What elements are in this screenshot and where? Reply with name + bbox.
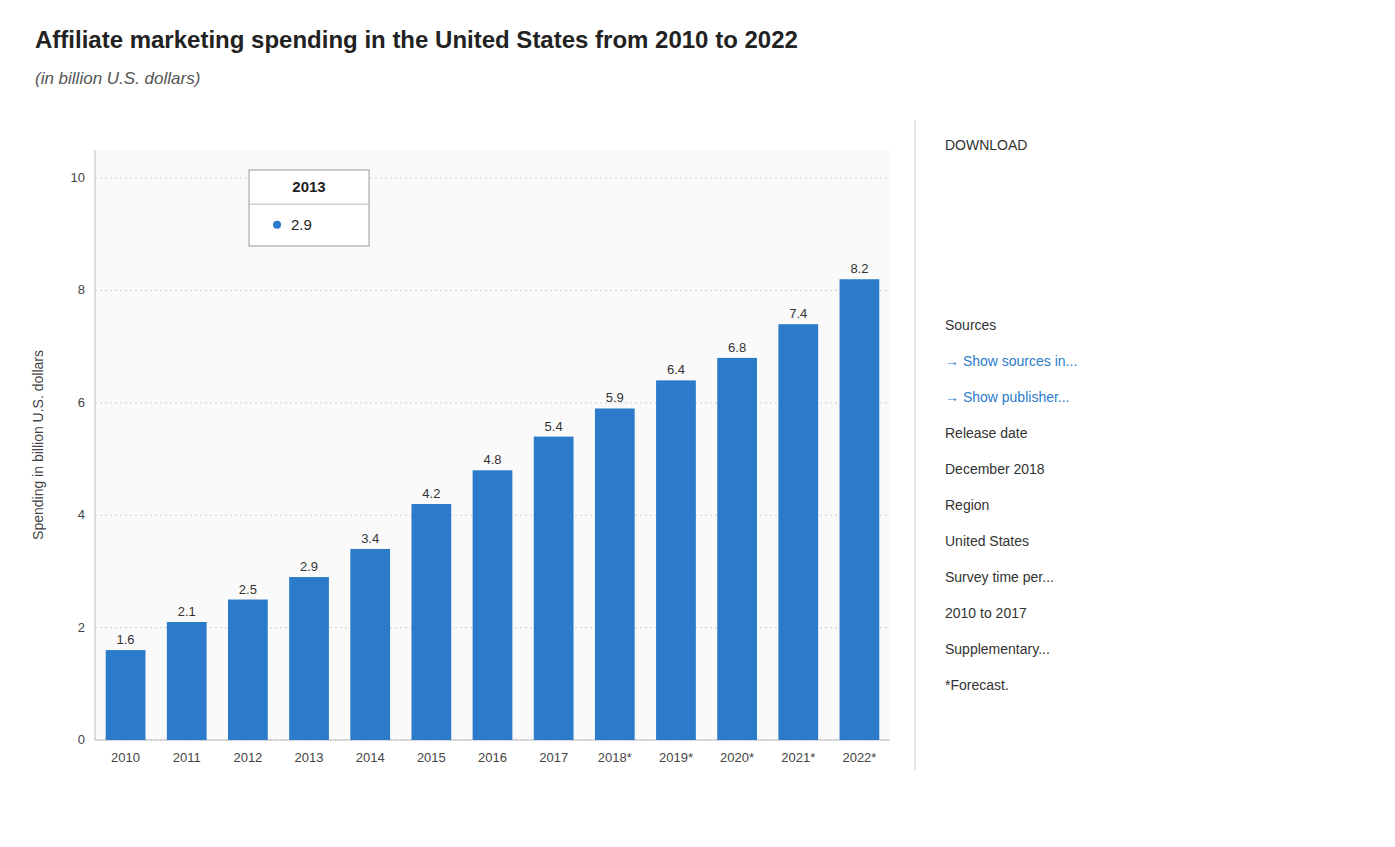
panel-text: Supplementary... (945, 641, 1050, 657)
panel-link: → Show publisher... (945, 389, 1070, 405)
x-tick-label: 2019* (659, 750, 693, 765)
data-label: 5.4 (545, 419, 563, 434)
tooltip-dot (273, 221, 281, 229)
bars (106, 279, 880, 740)
panel-text: Sources (945, 317, 996, 333)
data-label: 7.4 (789, 306, 807, 321)
panel-text: 2010 to 2017 (945, 605, 1027, 621)
bar (350, 549, 390, 740)
data-label: 2.1 (178, 604, 196, 619)
x-tick-label: 2021* (781, 750, 815, 765)
y-tick-label: 6 (78, 395, 85, 410)
chart: Affiliate marketing spending in the Unit… (0, 0, 1395, 847)
separator (915, 120, 916, 770)
panel-text: *Forecast. (945, 677, 1009, 693)
data-label: 2.5 (239, 582, 257, 597)
grid-line (95, 290, 890, 291)
bar (289, 577, 329, 740)
y-tick-label: 8 (78, 282, 85, 297)
x-tick-label: 2016 (478, 750, 507, 765)
x-tick-label: 2015 (417, 750, 446, 765)
tooltip-box (249, 170, 369, 246)
bar (167, 622, 207, 740)
bar (228, 600, 268, 740)
data-label: 6.8 (728, 340, 746, 355)
data-labels: 1.6 2.1 2.5 2.9 3.4 4.2 4.8 5.4 5.9 6.4 6.8 7.4 8.2 (117, 261, 869, 647)
x-tick-label: 2022* (842, 750, 876, 765)
plot-area (95, 150, 890, 740)
y-tick-label: 10 (71, 170, 85, 185)
bar (534, 437, 574, 740)
bar (840, 279, 880, 740)
x-tick-label: 2012 (233, 750, 262, 765)
panel-text: Release date (945, 425, 1028, 441)
data-label: 3.4 (361, 531, 379, 546)
y-tick-labels: 0 2 4 6 8 10 (71, 170, 85, 747)
grid-line (95, 402, 890, 403)
data-label: 2.9 (300, 559, 318, 574)
y-axis-label: Spending in billion U.S. dollars (30, 350, 46, 540)
panel-text: United States (945, 533, 1029, 549)
panel-link: → Show sources in... (945, 353, 1077, 369)
x-tick-label: 2014 (356, 750, 385, 765)
y-axis-line (95, 150, 96, 740)
bar (411, 504, 451, 740)
bar (778, 324, 818, 740)
title: Affiliate marketing spending in the Unit… (35, 26, 798, 53)
subtitle: (in billion U.S. dollars) (35, 69, 200, 88)
y-tick-label: 4 (78, 507, 85, 522)
y-tick-label: 2 (78, 620, 85, 635)
data-label: 8.2 (850, 261, 868, 276)
panel-text: Region (945, 497, 989, 513)
x-tick-label: 2020* (720, 750, 754, 765)
tooltip-value: 2.9 (291, 216, 312, 233)
data-label: 6.4 (667, 362, 685, 377)
x-tick-label: 2013 (295, 750, 324, 765)
grid (95, 178, 890, 740)
tooltip: 2013 2.9 (249, 170, 369, 246)
bar (473, 470, 513, 740)
data-label: 4.8 (483, 452, 501, 467)
data-label: 1.6 (117, 632, 135, 647)
x-tick-label: 2018* (598, 750, 632, 765)
bar (595, 408, 635, 740)
tooltip-divider (249, 204, 369, 205)
data-label: 5.9 (606, 390, 624, 405)
tooltip-title: 2013 (292, 178, 325, 195)
x-tick-label: 2011 (173, 750, 201, 765)
data-label: 4.2 (422, 486, 440, 501)
grid-line (95, 178, 890, 179)
bar (656, 380, 696, 740)
panel-text: DOWNLOAD (945, 137, 1027, 153)
panel-text: Survey time per... (945, 569, 1054, 585)
bar (717, 358, 757, 740)
panel-text: December 2018 (945, 461, 1045, 477)
side-panel: DOWNLOAD Sources → Show sources in... → Sho… (945, 137, 1077, 693)
x-tick-label: 2010 (111, 750, 140, 765)
x-tick-labels: 2010 2011 2012 2013 2014 2015 2016 2017 2018* 201… (111, 750, 876, 765)
x-tick-label: 2017 (539, 750, 568, 765)
bar (106, 650, 146, 740)
y-tick-label: 0 (78, 732, 85, 747)
